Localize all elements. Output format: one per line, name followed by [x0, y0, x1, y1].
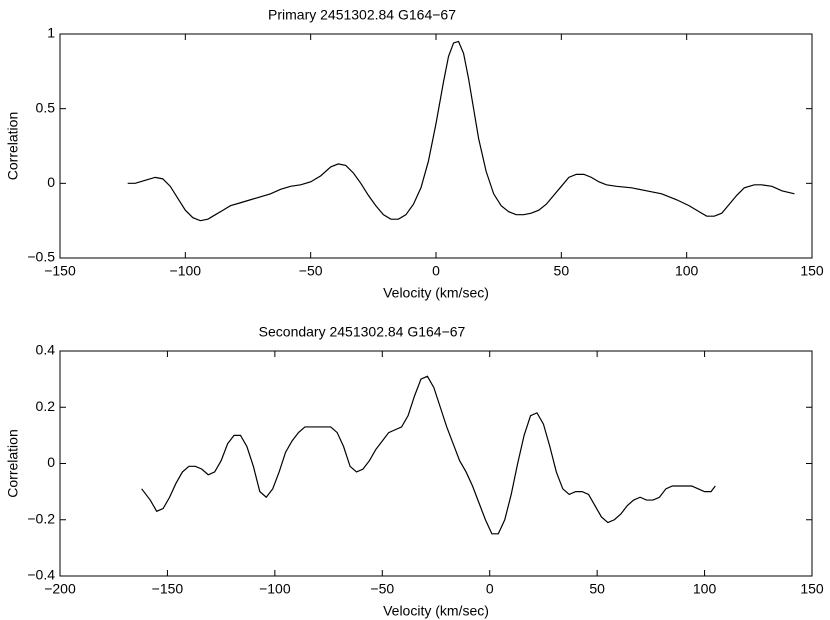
correlation-line	[127, 40, 795, 222]
x-axis-label: Velocity (km/sec)	[383, 285, 489, 301]
x-tick-label: 100	[675, 263, 699, 279]
y-tick-label: −0.4	[27, 567, 55, 583]
y-tick-label: 1	[47, 25, 55, 41]
x-tick-label: −100	[259, 581, 291, 597]
x-tick-label: 150	[800, 263, 824, 279]
x-tick-label: −50	[370, 581, 394, 597]
x-tick-label: −150	[44, 263, 76, 279]
x-tick-label: 0	[432, 263, 440, 279]
y-tick-label: −0.2	[27, 510, 55, 526]
y-axis-label: Correlation	[5, 429, 21, 497]
axes-frame	[59, 350, 813, 577]
y-axis-label: Correlation	[5, 112, 21, 180]
y-tick-label: −0.5	[27, 249, 55, 265]
y-tick-label: 0	[47, 454, 55, 470]
x-tick-label: 50	[554, 263, 570, 279]
x-tick-label: 0	[486, 581, 494, 597]
axes-frame	[59, 33, 813, 259]
x-tick-label: −150	[152, 581, 184, 597]
x-tick-label: −50	[299, 263, 323, 279]
x-tick-label: 50	[589, 581, 605, 597]
x-tick-label: 100	[693, 581, 717, 597]
x-tick-label: 150	[800, 581, 824, 597]
correlation-line	[141, 375, 716, 535]
y-tick-label: 0.2	[36, 398, 56, 414]
x-tick-label: −100	[170, 263, 202, 279]
y-tick-label: 0.5	[36, 99, 56, 115]
y-tick-label: 0.4	[36, 342, 56, 358]
y-tick-label: 0	[47, 174, 55, 190]
x-axis-label: Velocity (km/sec)	[383, 603, 489, 619]
chart-title: Primary 2451302.84 G164−67	[268, 7, 456, 23]
x-tick-label: −200	[44, 581, 76, 597]
chart-title: Secondary 2451302.84 G164−67	[259, 324, 466, 340]
